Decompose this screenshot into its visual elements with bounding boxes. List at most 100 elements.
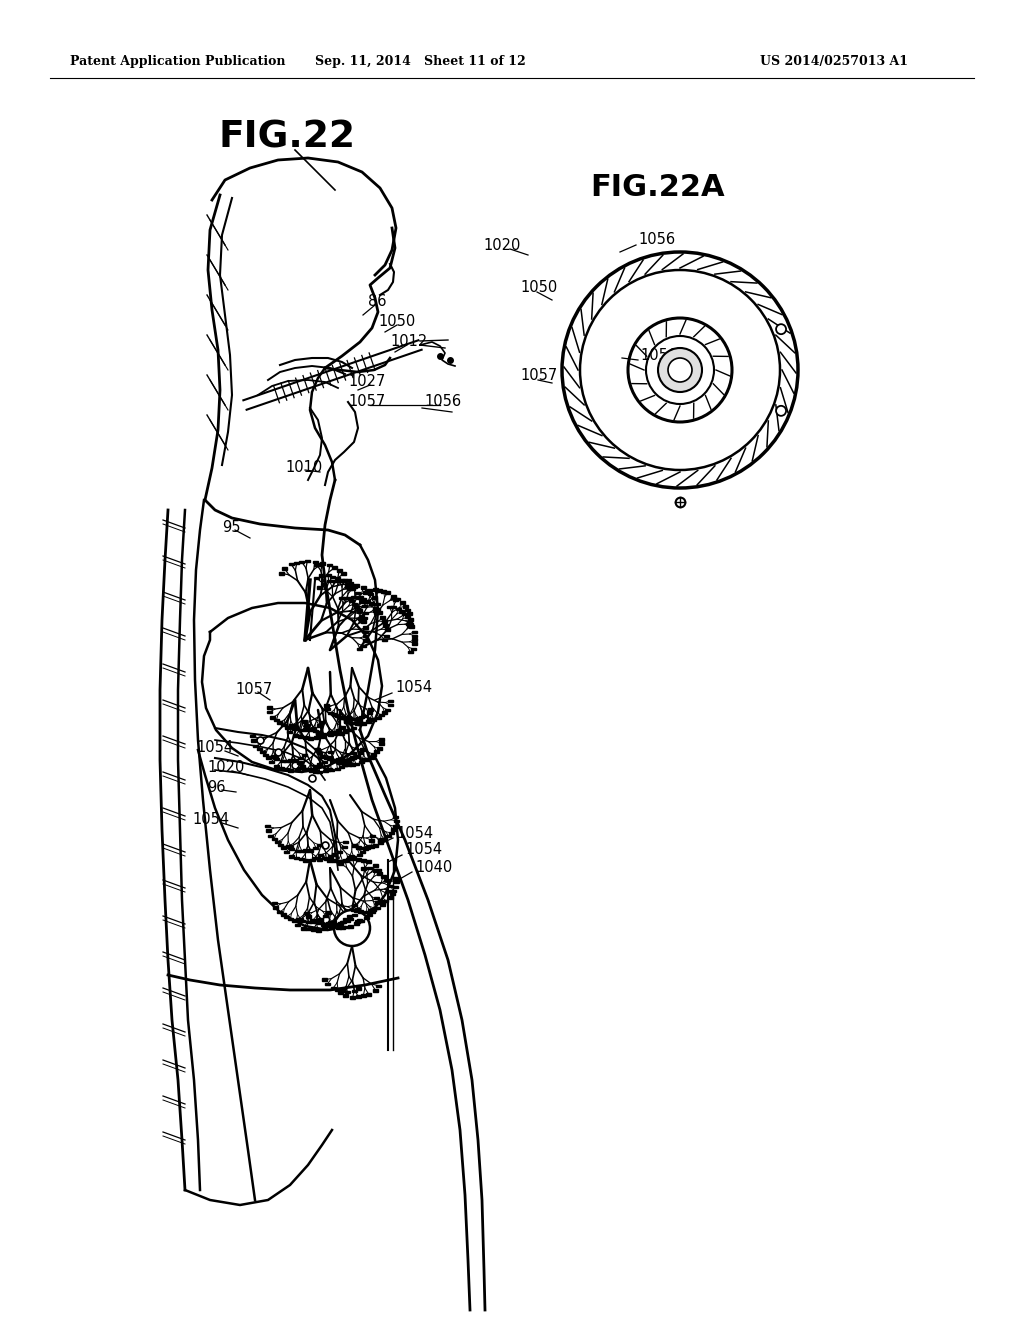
Bar xyxy=(303,859,308,862)
Text: 1040: 1040 xyxy=(415,859,453,874)
Bar xyxy=(349,756,354,759)
Text: Patent Application Publication: Patent Application Publication xyxy=(70,55,286,69)
Bar xyxy=(293,759,298,762)
Bar xyxy=(378,840,383,842)
Bar xyxy=(350,587,355,590)
Bar xyxy=(329,925,334,928)
Bar xyxy=(351,603,356,606)
Bar xyxy=(279,572,284,574)
Bar xyxy=(315,748,321,751)
Bar xyxy=(344,721,349,723)
Bar xyxy=(342,763,347,766)
Bar xyxy=(338,862,343,865)
Bar xyxy=(359,619,365,622)
Bar xyxy=(292,727,297,730)
Bar xyxy=(364,639,368,642)
Bar xyxy=(384,635,389,638)
Bar xyxy=(388,890,393,892)
Circle shape xyxy=(334,909,370,946)
Bar xyxy=(333,733,338,735)
Bar xyxy=(325,768,330,771)
Bar xyxy=(311,727,316,730)
Bar xyxy=(352,990,356,993)
Bar xyxy=(367,711,372,714)
Bar xyxy=(260,751,264,754)
Bar xyxy=(251,739,256,742)
Bar xyxy=(374,750,379,752)
Bar xyxy=(395,598,400,601)
Bar xyxy=(354,583,359,586)
Bar xyxy=(350,858,355,859)
Bar xyxy=(345,715,350,718)
Bar xyxy=(401,612,407,615)
Bar xyxy=(337,569,342,572)
Bar xyxy=(390,892,394,895)
Bar xyxy=(367,867,372,870)
Bar xyxy=(381,900,386,903)
Bar xyxy=(310,920,315,923)
Bar xyxy=(412,639,417,640)
Text: 1054: 1054 xyxy=(396,825,433,841)
Bar xyxy=(366,846,371,849)
Bar xyxy=(253,744,258,747)
Bar xyxy=(352,913,357,916)
Bar xyxy=(314,564,319,566)
Bar xyxy=(321,755,326,758)
Bar xyxy=(334,759,339,762)
Bar xyxy=(361,867,367,870)
Bar xyxy=(352,585,357,587)
Bar xyxy=(250,735,255,738)
Bar xyxy=(375,902,380,904)
Bar xyxy=(347,583,352,586)
Bar xyxy=(381,875,386,878)
Bar xyxy=(369,602,374,605)
Bar xyxy=(294,919,299,921)
Bar xyxy=(345,759,350,762)
Text: 1057: 1057 xyxy=(348,395,385,409)
Bar xyxy=(344,925,349,928)
Bar xyxy=(330,925,335,928)
Bar xyxy=(354,909,358,912)
Bar xyxy=(367,589,372,591)
Bar xyxy=(361,616,367,619)
Bar xyxy=(350,997,355,998)
Bar xyxy=(365,917,370,920)
Text: 1012: 1012 xyxy=(390,334,427,350)
Bar xyxy=(372,754,377,755)
Bar xyxy=(375,907,380,909)
Bar xyxy=(412,635,417,638)
Bar xyxy=(347,597,352,599)
Bar xyxy=(377,747,382,750)
Bar xyxy=(396,607,401,610)
Bar xyxy=(298,729,303,731)
Bar xyxy=(376,985,381,987)
Bar xyxy=(343,917,348,920)
Bar xyxy=(377,717,381,719)
Bar xyxy=(300,920,304,923)
Bar xyxy=(339,733,344,734)
Bar xyxy=(268,755,273,758)
Bar xyxy=(360,859,366,862)
Bar xyxy=(390,829,395,830)
Bar xyxy=(272,902,278,904)
Text: Sep. 11, 2014   Sheet 11 of 12: Sep. 11, 2014 Sheet 11 of 12 xyxy=(314,55,525,69)
Bar xyxy=(288,846,293,847)
Text: 1020: 1020 xyxy=(483,239,520,253)
Bar xyxy=(331,921,336,924)
Bar xyxy=(326,911,331,913)
Bar xyxy=(343,717,348,719)
Bar xyxy=(310,859,315,861)
Bar xyxy=(338,717,343,719)
Bar xyxy=(289,562,294,565)
Bar xyxy=(375,896,379,899)
Text: 1056: 1056 xyxy=(424,395,461,409)
Bar xyxy=(269,760,273,763)
Bar xyxy=(327,768,332,770)
Bar xyxy=(351,909,356,911)
Text: 1054: 1054 xyxy=(406,842,442,858)
Bar xyxy=(285,759,290,762)
Bar xyxy=(381,590,386,593)
Bar xyxy=(355,995,360,998)
Bar xyxy=(356,987,361,990)
Bar xyxy=(388,884,393,887)
